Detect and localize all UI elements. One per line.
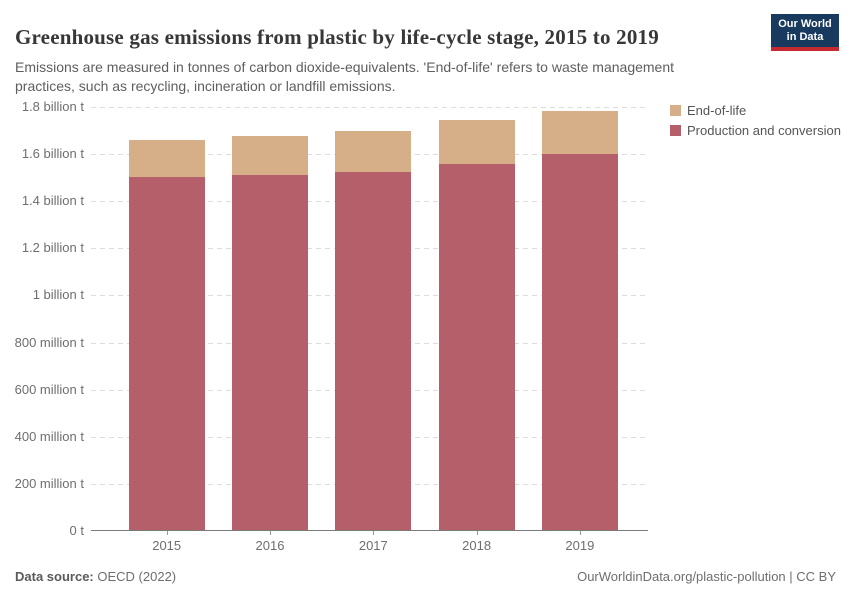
bar-2015-production-and-conversion[interactable] bbox=[128, 176, 205, 531]
y-axis-tick-label: 1.8 billion t bbox=[21, 99, 84, 114]
chart-title: Greenhouse gas emissions from plastic by… bbox=[15, 25, 659, 50]
legend-item-production-and-conversion[interactable]: Production and conversion bbox=[670, 123, 841, 138]
bar-2019-end-of-life[interactable] bbox=[541, 110, 618, 155]
legend-item-end-of-life[interactable]: End-of-life bbox=[670, 103, 841, 118]
y-axis-tick-label: 1 billion t bbox=[32, 287, 84, 303]
bar-2019-production-and-conversion[interactable] bbox=[541, 154, 618, 531]
bar-2016-end-of-life[interactable] bbox=[232, 136, 308, 176]
x-axis-tick-label-2018: 2018 bbox=[462, 538, 492, 553]
bar-2015-end-of-life[interactable] bbox=[128, 140, 205, 177]
bar-2016-production-and-conversion[interactable] bbox=[232, 175, 308, 531]
y-axis-tick-label: 800 million t bbox=[14, 334, 84, 350]
x-axis-tickmark-2019 bbox=[579, 531, 581, 535]
data-source-value: OECD (2022) bbox=[97, 569, 177, 584]
x-axis-tick-label-2019: 2019 bbox=[565, 538, 595, 553]
y-axis-tick-label: 200 million t bbox=[14, 475, 84, 491]
y-axis-tick-label: 400 million t bbox=[14, 428, 84, 444]
owid-logo-line2: in Data bbox=[786, 31, 824, 43]
x-axis-tickmark-2015 bbox=[166, 531, 168, 535]
data-source-label: Data source: bbox=[15, 569, 94, 584]
bar-2017-end-of-life[interactable] bbox=[335, 130, 412, 172]
credit-link[interactable]: OurWorldinData.org/plastic-pollution | C… bbox=[577, 569, 836, 584]
x-axis-tick-label-2016: 2016 bbox=[255, 538, 285, 553]
bar-2017-production-and-conversion[interactable] bbox=[335, 171, 412, 531]
legend-label-production-and-conversion: Production and conversion bbox=[687, 123, 841, 138]
owid-logo[interactable]: Our World in Data bbox=[771, 14, 839, 51]
legend-label-end-of-life: End-of-life bbox=[687, 103, 747, 118]
x-axis-tick-label-2017: 2017 bbox=[358, 538, 388, 553]
owid-logo-line1: Our World bbox=[778, 18, 832, 30]
chart-subtitle: Emissions are measured in tonnes of carb… bbox=[15, 58, 674, 96]
gridline-1-8-billion-t bbox=[91, 107, 648, 108]
bar-2018-production-and-conversion[interactable] bbox=[438, 163, 515, 531]
plot-area: 0 t 200 million t 400 million t 600 million… bbox=[15, 99, 648, 553]
x-axis-tick-label-2015: 2015 bbox=[152, 538, 182, 553]
data-source: Data source: OECD (2022) bbox=[15, 569, 176, 584]
chart-footer: Data source: OECD (2022) OurWorldinData.… bbox=[15, 569, 836, 584]
y-axis-tick-label: 600 million t bbox=[14, 381, 84, 397]
chart-legend: End-of-life Production and conversion bbox=[670, 103, 841, 138]
legend-swatch-end-of-life bbox=[670, 105, 681, 116]
y-axis-tick-label: 1.2 billion t bbox=[21, 240, 84, 256]
x-axis-tickmark-2016 bbox=[270, 531, 271, 535]
y-axis-tick-label: 1.4 billion t bbox=[21, 193, 84, 209]
y-axis-tick-label: 1.6 billion t bbox=[21, 146, 84, 162]
x-axis-line bbox=[91, 530, 648, 531]
x-axis-tickmark-2018 bbox=[476, 531, 478, 535]
bar-2018-end-of-life[interactable] bbox=[438, 119, 515, 164]
chart-subtitle-line2: practices, such as recycling, incinerati… bbox=[15, 78, 396, 94]
legend-swatch-production-and-conversion bbox=[670, 125, 681, 136]
x-axis-tickmark-2017 bbox=[373, 531, 375, 535]
y-axis-tick-label: 0 t bbox=[69, 523, 84, 538]
chart-subtitle-line1: Emissions are measured in tonnes of carb… bbox=[15, 59, 675, 75]
